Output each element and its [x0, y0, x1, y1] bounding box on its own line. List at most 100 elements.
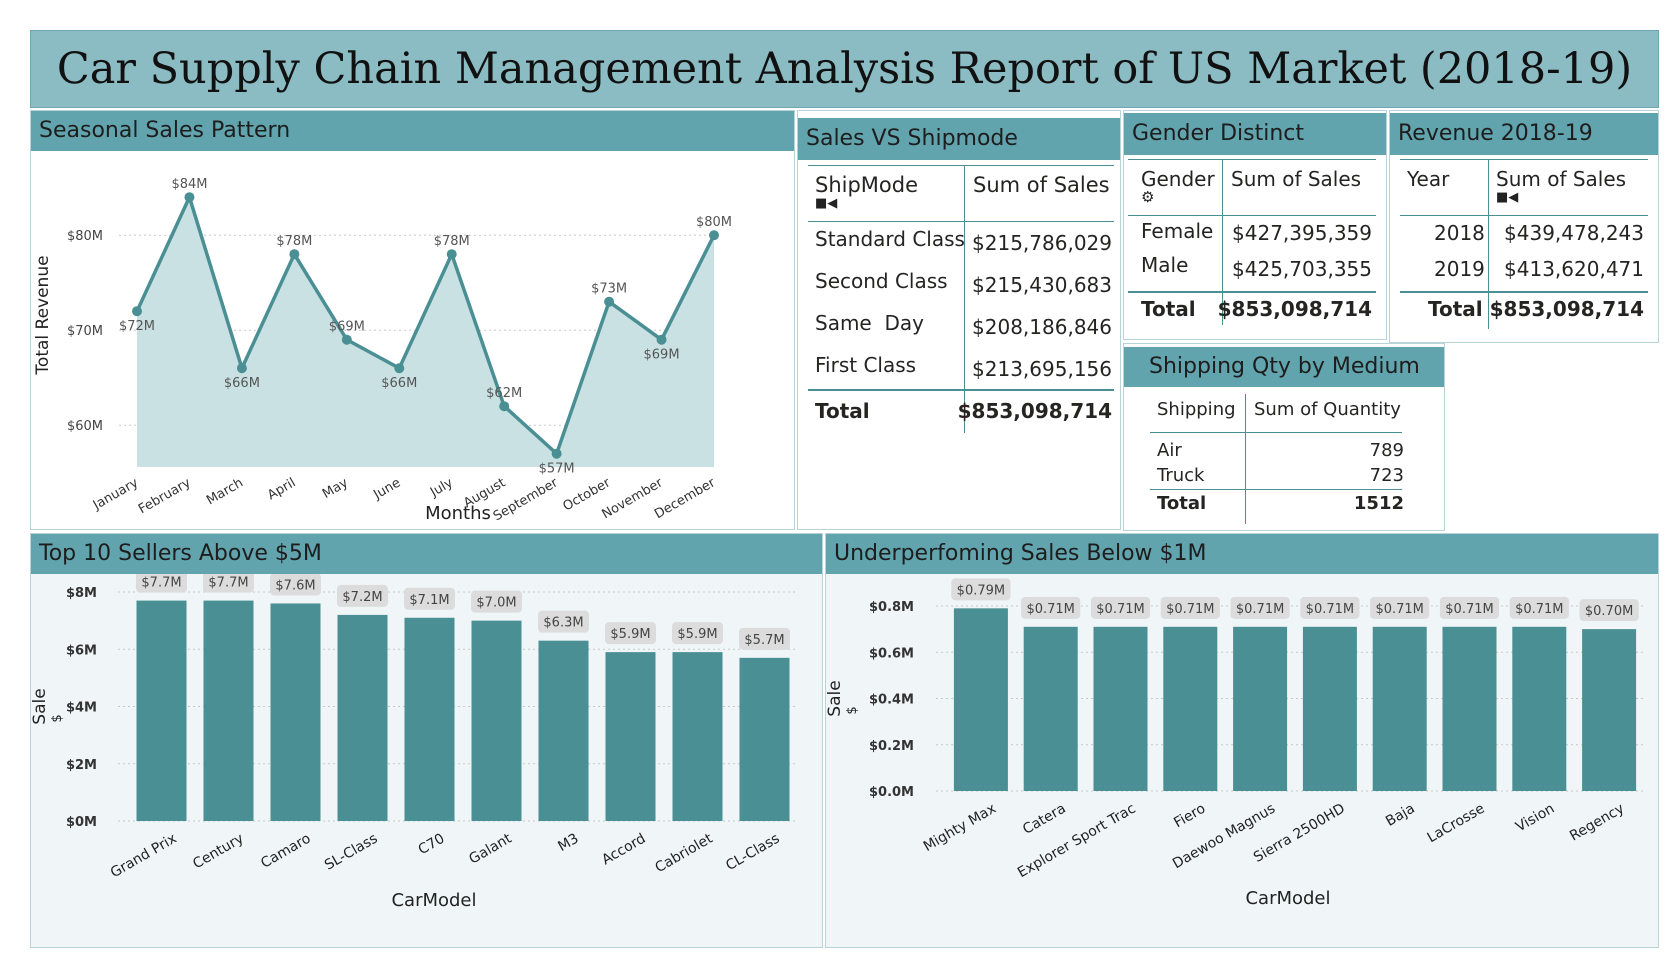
data-label: $0.71M [1096, 602, 1144, 617]
bar [1442, 626, 1497, 791]
shipmode-col-header[interactable]: ShipMode ■◀ [815, 173, 919, 211]
x-axis-title: CarModel [391, 890, 476, 911]
seasonal-sales-heading: Seasonal Sales Pattern [31, 111, 794, 151]
data-label: $0.71M [1236, 602, 1284, 617]
gender-col-header[interactable]: Gender ⚙ [1141, 167, 1215, 206]
data-label-bg [739, 627, 790, 650]
shipmode-row-mode: Same Day [815, 311, 924, 335]
shipmode-sales-col-header[interactable]: Sum of Sales [973, 173, 1110, 197]
bar [136, 600, 187, 821]
data-label: $5.9M [677, 627, 717, 642]
seasonal-sales-chart: $60M $70M $80M $72M $84M $66M $78M $69M $66M $78M… [33, 177, 732, 524]
gender-sales-col-header[interactable]: Sum of Sales [1231, 167, 1362, 191]
data-label: $78M [276, 234, 312, 249]
shipping-qty-col-header[interactable]: Sum of Quantity [1254, 399, 1401, 420]
data-point [341, 334, 352, 345]
gender-total-label: Total [1141, 297, 1196, 321]
data-label: $57M [539, 462, 575, 477]
bar [538, 640, 589, 821]
revenue-panel: Revenue 2018-19 Year Sum of Sales ■◀ 201… [1389, 110, 1659, 343]
report-title-bar: Car Supply Chain Management Analysis Rep… [30, 30, 1659, 108]
x-tick-label: Grand Prix [108, 831, 180, 882]
shipmode-row-sales: $213,695,156 [972, 357, 1112, 381]
data-label-bg [1509, 596, 1569, 619]
y-tick-label: $4M [66, 701, 97, 716]
data-label-bg [538, 610, 589, 633]
y-tick-label: $70M [67, 324, 103, 339]
shipping-col-header[interactable]: Shipping [1157, 399, 1236, 420]
shipping-total-label: Total [1157, 493, 1207, 514]
data-label-bg [1090, 596, 1151, 619]
under-chart: $0.0M $0.2M $0.4M $0.6M $0.8M $0.79M Mighty Ma… [826, 578, 1644, 909]
gender-row-sales: $425,703,355 [1232, 257, 1372, 281]
revenue-total-label: Total [1428, 297, 1483, 321]
x-tick-label: SL-Class [322, 831, 381, 874]
data-point [394, 363, 405, 374]
shipmode-row-mode: Second Class [815, 269, 948, 293]
data-label: $7.2M [342, 590, 382, 605]
shipmode-row-sales: $215,786,029 [972, 231, 1112, 255]
data-label: $7.7M [141, 576, 181, 591]
data-label-bg [1439, 596, 1500, 619]
shipmode-row-sales: $208,186,846 [972, 315, 1112, 339]
bar [1302, 626, 1357, 791]
x-tick-label: Mighty Max [921, 801, 999, 855]
bar [471, 620, 522, 821]
revenue-row-sales: $439,478,243 [1504, 221, 1644, 245]
data-label-bg [203, 574, 254, 593]
x-tick-label: CL-Class [723, 831, 782, 874]
shipmode-total-value: $853,098,714 [957, 399, 1112, 423]
y-tick-label: $0M [66, 815, 97, 830]
x-tick-label: Cabriolet [653, 830, 716, 876]
data-label: $78M [434, 234, 470, 249]
y-tick-label: $6M [66, 643, 97, 658]
x-tick-label: C70 [416, 831, 448, 859]
data-label-bg [1579, 599, 1639, 622]
y-tick-label: $0.8M [869, 600, 914, 615]
x-tick-label: July [427, 475, 456, 500]
bar [404, 617, 455, 821]
data-label: $69M [644, 348, 680, 363]
x-tick-label: Camaro [258, 831, 313, 872]
data-label: $7.0M [476, 596, 516, 611]
data-label-bg [1230, 596, 1290, 619]
shipping-panel: Shipping Qty by Medium Shipping Sum of Q… [1123, 343, 1445, 531]
gender-heading: Gender Distinct [1124, 113, 1386, 155]
gear-icon[interactable]: ⚙ [1141, 188, 1155, 206]
gender-row-name: Male [1141, 253, 1189, 277]
top10-heading: Top 10 Sellers Above $5M [31, 534, 822, 574]
x-tick-label: Regency [1567, 801, 1627, 845]
shipping-row-qty: 723 [1369, 465, 1404, 486]
data-point [236, 363, 247, 374]
x-tick-label: March [204, 475, 246, 508]
data-label-bg [1300, 596, 1360, 619]
bar [1233, 626, 1288, 791]
data-label: $0.70M [1585, 604, 1633, 619]
data-label: $0.79M [957, 583, 1005, 598]
bar [1372, 626, 1427, 791]
data-label: $73M [591, 282, 627, 297]
data-point [184, 192, 195, 203]
y-tick-label: $2M [66, 758, 97, 773]
gender-panel: Gender Distinct Gender ⚙ Sum of Sales Fe… [1123, 110, 1387, 340]
sort-icon[interactable]: ■◀ [1496, 190, 1519, 205]
y-tick-label: $0.0M [869, 785, 914, 800]
bar [337, 614, 388, 821]
x-tick-label: Catera [1020, 801, 1069, 838]
data-label: $6.3M [543, 616, 583, 631]
shipping-row-medium: Air [1157, 440, 1182, 461]
bar [1163, 626, 1218, 791]
bar [672, 652, 723, 821]
data-label-bg [1160, 596, 1220, 619]
data-point [709, 230, 719, 241]
shipmode-heading: Sales VS Shipmode [798, 118, 1120, 160]
series-line [135, 192, 716, 457]
data-label: $84M [171, 177, 207, 192]
y-axis-title: Total Revenue [33, 255, 53, 375]
revenue-year-col-header[interactable]: Year [1407, 167, 1450, 191]
sort-icon[interactable]: ■◀ [815, 196, 838, 211]
shipmode-row-sales: $215,430,683 [972, 273, 1112, 297]
data-label-bg [1021, 596, 1081, 619]
y-tick-label: $0.2M [869, 739, 914, 754]
revenue-sales-col-header[interactable]: Sum of Sales ■◀ [1496, 167, 1627, 205]
